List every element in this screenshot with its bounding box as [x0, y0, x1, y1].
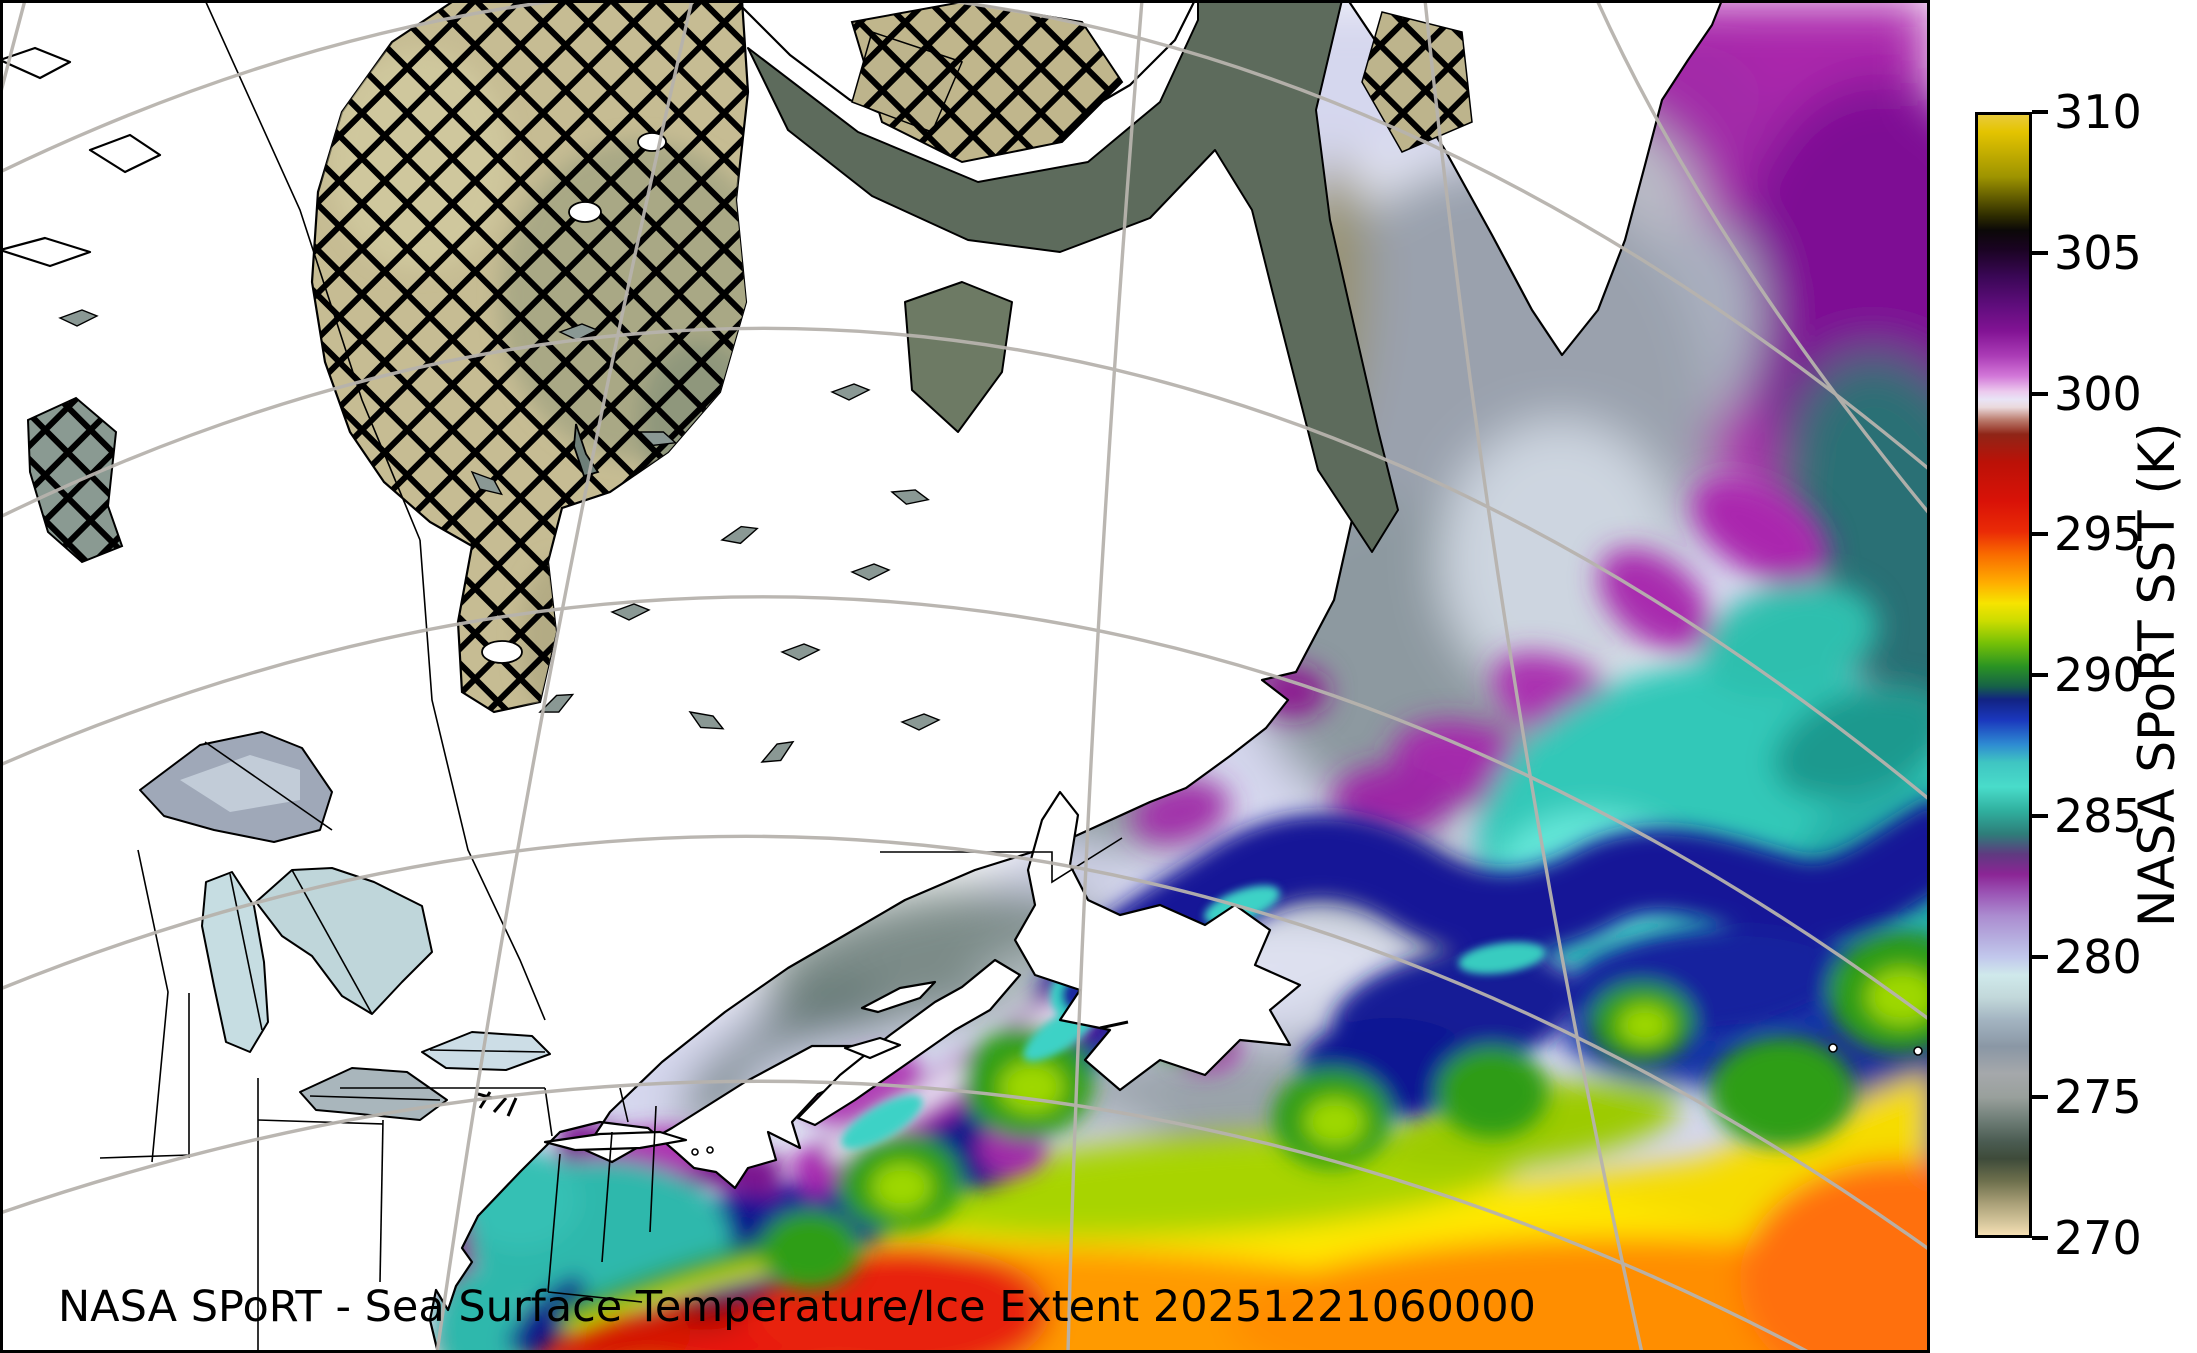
parallel-line — [0, 834, 1930, 1252]
meridian-line — [435, 0, 694, 1353]
meridian-line — [1423, 0, 1644, 1353]
map-frame — [0, 0, 1930, 1353]
meridian-line — [1595, 0, 1930, 518]
parallel-line — [0, 326, 1930, 802]
parallel-line — [0, 1079, 1814, 1353]
lake-erie — [299, 1067, 448, 1121]
meridian-line — [0, 0, 27, 103]
graticule — [0, 0, 1930, 1353]
newfoundland — [1013, 790, 1302, 1092]
parallel-line — [0, 0, 1930, 472]
parallel-line — [0, 595, 1930, 1022]
lake-michigan — [201, 871, 269, 1053]
footer-product-label: NASA SPoRT - Sea Surface Temperature/Ice… — [58, 1282, 1536, 1332]
ungava-bay-water — [904, 281, 1013, 433]
northern-waters — [747, 0, 1399, 553]
lake-huron — [255, 867, 433, 1015]
anticosti-island — [860, 980, 937, 1014]
hudson-strait-davis-strait-water — [747, 0, 1399, 553]
prince-edward-island — [843, 1036, 902, 1060]
meridian-line — [1066, 0, 1144, 1353]
long-island — [543, 1130, 688, 1152]
offshore-islets — [691, 1020, 1923, 1156]
great-lakes — [139, 731, 551, 1121]
sst-gulf-stream-front — [430, 800, 1930, 1353]
